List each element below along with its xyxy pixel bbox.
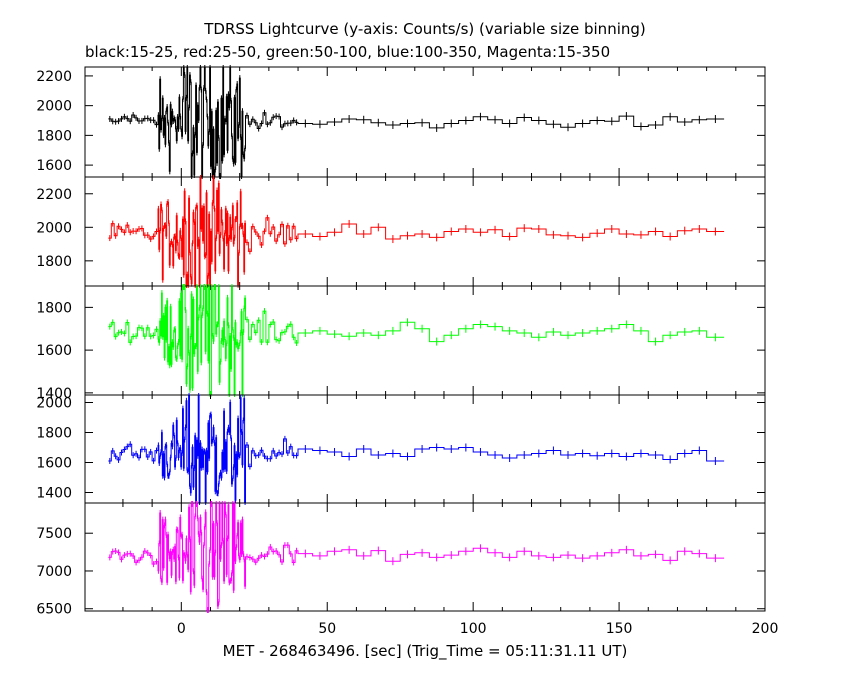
y-tick-label: 2000 (36, 396, 72, 412)
y-tick-label: 7000 (36, 564, 72, 580)
x-tick-label: 200 (752, 621, 779, 637)
x-tick-label: 150 (606, 621, 633, 637)
x-axis-label: MET - 268463496. [sec] (Trig_Time = 05:1… (223, 642, 628, 661)
series-line-15-350 (108, 503, 725, 611)
x-tick-label: 0 (177, 621, 186, 637)
y-tick-label: 1600 (36, 343, 72, 359)
y-tick-label: 1800 (36, 254, 72, 270)
y-tick-label: 1400 (36, 486, 72, 502)
y-tick-label: 7500 (36, 526, 72, 542)
series-line-25-50 (108, 177, 725, 286)
x-tick-label: 100 (460, 621, 487, 637)
y-tick-label: 1800 (36, 300, 72, 316)
y-tick-label: 1400 (36, 386, 72, 402)
y-tick-label: 6500 (36, 602, 72, 618)
y-tick-label: 2000 (36, 220, 72, 236)
y-tick-label: 1800 (36, 426, 72, 442)
y-tick-label: 1800 (36, 128, 72, 144)
y-tick-label: 2200 (36, 69, 72, 85)
y-tick-label: 2200 (36, 187, 72, 203)
series-line-100-350 (108, 395, 725, 503)
series-line-50-100 (108, 286, 725, 395)
chart-subtitle: black:15-25, red:25-50, green:50-100, bl… (85, 43, 611, 61)
x-tick-label: 50 (318, 621, 336, 637)
panel-frame (84, 502, 766, 612)
y-tick-label: 1600 (36, 158, 72, 174)
chart-title: TDRSS Lightcurve (y-axis: Counts/s) (var… (204, 20, 646, 38)
y-tick-label: 2000 (36, 99, 72, 115)
y-tick-label: 1600 (36, 456, 72, 472)
series-line-15-25 (108, 67, 725, 177)
